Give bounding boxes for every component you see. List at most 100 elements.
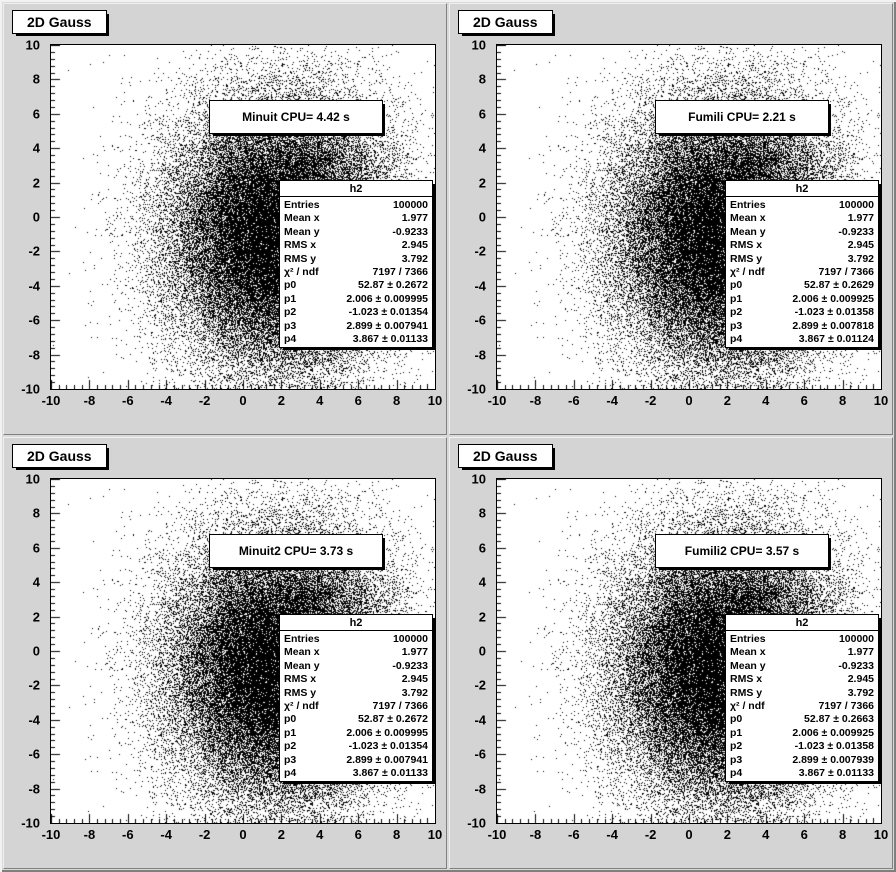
y-tick-label: 10: [25, 37, 40, 53]
stats-row-value: 7197 / 7366: [818, 265, 874, 278]
stats-row: Mean y -0.9233: [726, 659, 878, 672]
y-tick-label: -10: [467, 381, 486, 397]
stats-row: p3 2.899 ± 0.007818: [726, 319, 878, 332]
stats-row-label: p1: [284, 292, 297, 305]
stats-row-value: -0.9233: [838, 225, 874, 238]
stats-row-value: 2.006 ± 0.009995: [346, 292, 428, 305]
x-tick-label: 4: [762, 827, 770, 842]
y-tick-label: -4: [474, 278, 486, 294]
stats-row-value: 2.006 ± 0.009925: [792, 292, 874, 305]
y-tick-label: 2: [32, 175, 40, 191]
stats-row-label: χ² / ndf: [284, 265, 319, 278]
pad-title-box: 2D Gauss: [12, 10, 107, 34]
fit-cpu-label: Minuit CPU= 4.42 s: [242, 110, 350, 124]
stats-row-label: p4: [284, 333, 297, 346]
stats-rows: Entries 100000 Mean x 1.977 Mean y -0.9233 RMS…: [726, 197, 878, 347]
y-tick-label: 10: [471, 471, 486, 487]
stats-row: RMS x 2.945: [726, 672, 878, 685]
stats-row: p4 3.867 ± 0.01133: [280, 767, 432, 780]
stats-row-label: Mean x: [284, 212, 320, 225]
stats-box: h2 Entries 100000 Mean x 1.977 Mean y -0.9233…: [279, 180, 433, 348]
y-tick-label: 10: [471, 37, 486, 53]
y-tick-label: -8: [474, 781, 486, 797]
x-tick-label: -6: [122, 393, 134, 408]
stats-row: Mean y -0.9233: [726, 225, 878, 238]
x-tick-label: -4: [606, 827, 618, 842]
y-tick-label: 0: [32, 209, 40, 225]
stats-row-label: p0: [730, 279, 743, 292]
stats-box: h2 Entries 100000 Mean x 1.977 Mean y -0.9233…: [279, 614, 433, 782]
stats-row-label: p1: [284, 726, 297, 739]
stats-row-label: Mean y: [730, 225, 766, 238]
y-tick-label: -6: [474, 312, 486, 328]
stats-row-value: 3.867 ± 0.01124: [798, 333, 874, 346]
stats-row-value: 3.867 ± 0.01133: [352, 767, 428, 780]
stats-rows: Entries 100000 Mean x 1.977 Mean y -0.9233 RMS…: [280, 197, 432, 347]
stats-rows: Entries 100000 Mean x 1.977 Mean y -0.9233 RMS…: [726, 631, 878, 781]
stats-row: Mean y -0.9233: [280, 225, 432, 238]
stats-row-value: 2.899 ± 0.007939: [792, 753, 874, 766]
stats-row-label: p2: [284, 306, 297, 319]
stats-row-label: p3: [730, 753, 743, 766]
fit-cpu-label-box: Fumili CPU= 2.21 s: [655, 100, 829, 134]
x-tick-label: -6: [568, 393, 580, 408]
stats-row: Entries 100000: [726, 198, 878, 211]
x-axis-labels: -10 -8 -6 -4 -2 0 2 4 6 8 10: [42, 393, 443, 409]
stats-row: RMS x 2.945: [280, 238, 432, 251]
stats-row: RMS x 2.945: [726, 238, 878, 251]
stats-row-label: p4: [284, 767, 297, 780]
pad-2: 2D Gauss Fumili CPU= 2.21 s h2 Entries 10…: [449, 3, 893, 435]
stats-row-label: p0: [284, 713, 297, 726]
stats-row: RMS y 3.792: [726, 686, 878, 699]
stats-row-value: 2.945: [847, 239, 874, 252]
pad-4: 2D Gauss Fumili2 CPU= 3.57 s h2 Entries 1…: [449, 437, 893, 869]
y-axis-labels: -10 -8 -6 -4 -2 0 2 4 6 8 10: [4, 38, 46, 397]
stats-row: p0 52.87 ± 0.2672: [280, 279, 432, 292]
x-tick-label: 0: [685, 827, 693, 842]
stats-row-label: p4: [730, 767, 743, 780]
y-tick-label: -6: [28, 312, 40, 328]
y-tick-label: 10: [25, 471, 40, 487]
y-tick-label: -8: [28, 347, 40, 363]
stats-row-label: Mean y: [284, 225, 320, 238]
stats-row: RMS y 3.792: [280, 686, 432, 699]
stats-row: p2 -1.023 ± 0.01358: [726, 306, 878, 319]
y-tick-label: 8: [478, 71, 486, 87]
stats-row: p0 52.87 ± 0.2672: [280, 713, 432, 726]
stats-row: p3 2.899 ± 0.007939: [726, 753, 878, 766]
stats-row-label: p3: [284, 753, 297, 766]
stats-row-label: Entries: [284, 632, 320, 645]
stats-row-label: Mean x: [730, 646, 766, 659]
y-tick-label: 2: [32, 609, 40, 625]
stats-row: RMS y 3.792: [726, 252, 878, 265]
stats-row: p3 2.899 ± 0.007941: [280, 753, 432, 766]
x-tick-label: 10: [873, 827, 889, 842]
x-tick-label: 8: [392, 393, 401, 408]
x-tick-label: -6: [568, 827, 580, 842]
stats-title: h2: [280, 615, 432, 631]
stats-row: RMS x 2.945: [280, 672, 432, 685]
x-tick-label: 10: [873, 393, 889, 408]
stats-row-label: p4: [730, 333, 743, 346]
stats-row: Mean x 1.977: [280, 211, 432, 224]
x-tick-label: 6: [354, 393, 362, 408]
y-tick-label: 8: [32, 71, 40, 87]
stats-row: p1 2.006 ± 0.009925: [726, 726, 878, 739]
x-tick-label: -8: [529, 827, 542, 842]
stats-row: p2 -1.023 ± 0.01354: [280, 306, 432, 319]
pad-title-text: 2D Gauss: [27, 448, 92, 464]
pad-title-text: 2D Gauss: [473, 14, 538, 30]
stats-row-label: p2: [730, 306, 743, 319]
stats-title: h2: [280, 181, 432, 197]
stats-row: p4 3.867 ± 0.01124: [726, 333, 878, 346]
y-tick-label: -4: [474, 712, 486, 728]
stats-row-value: 2.945: [401, 239, 428, 252]
pad-3: 2D Gauss Minuit2 CPU= 3.73 s h2 Entries 1…: [3, 437, 447, 869]
x-tick-label: -10: [41, 827, 61, 842]
stats-row-label: RMS y: [730, 686, 763, 699]
y-axis-labels: -10 -8 -6 -4 -2 0 2 4 6 8 10: [4, 472, 46, 831]
stats-row: RMS y 3.792: [280, 252, 432, 265]
pad-title-text: 2D Gauss: [473, 448, 538, 464]
plot-frame: Minuit2 CPU= 3.73 s h2 Entries 100000 Mean…: [50, 478, 436, 824]
